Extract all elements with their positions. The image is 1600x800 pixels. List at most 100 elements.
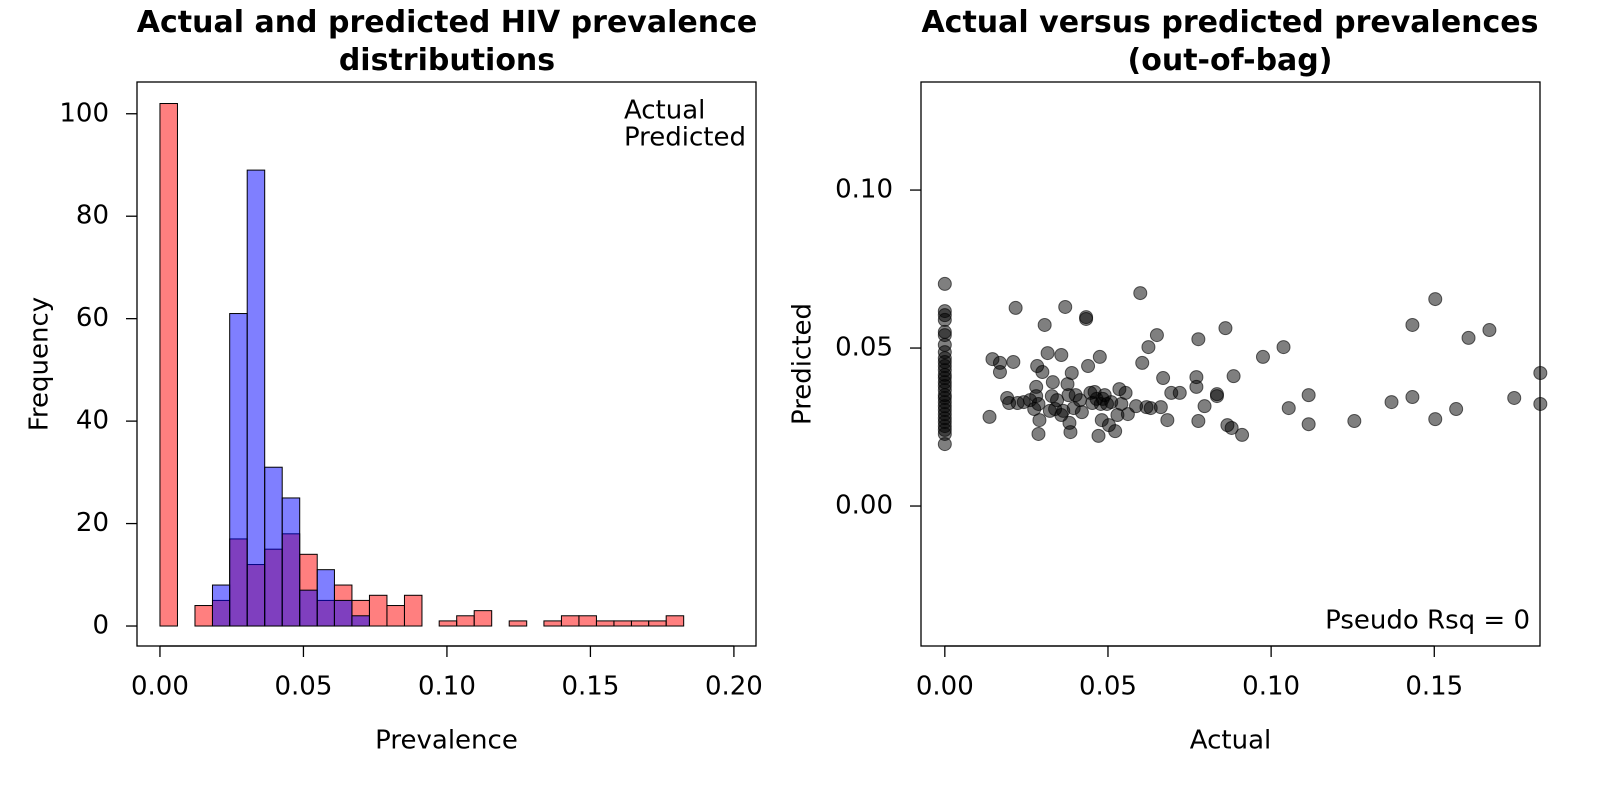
histogram-bar	[333, 599, 353, 627]
histogram-bar	[194, 605, 213, 627]
histogram-bar	[665, 615, 685, 627]
scatter-point	[1054, 347, 1069, 362]
scatter-point	[1035, 365, 1050, 380]
x-tick-label: 0.20	[705, 672, 763, 702]
y-tick-label: 60	[76, 303, 109, 333]
histogram-bar	[613, 620, 632, 627]
scatter-point	[1074, 405, 1089, 420]
x-axis-label: Actual	[1190, 726, 1271, 756]
scatter-point	[1449, 402, 1464, 417]
histogram-bar	[438, 620, 458, 627]
scatter-point	[1235, 427, 1250, 442]
histogram-bar	[299, 589, 318, 627]
scatter-point	[1149, 328, 1164, 343]
scatter-point	[1153, 400, 1168, 415]
x-tick-label: 0.10	[1242, 672, 1300, 702]
scatter-point	[1031, 396, 1046, 411]
scatter-point	[982, 409, 997, 424]
legend-entry: Predicted	[624, 123, 746, 153]
scatter-point	[1040, 346, 1055, 361]
y-tick-label: 20	[76, 508, 109, 538]
legend-entry: Actual	[624, 96, 705, 126]
scatter-point	[1226, 369, 1241, 384]
scatter-point	[1301, 388, 1316, 403]
histogram-bar	[368, 594, 388, 627]
x-tick-label: 0.00	[916, 672, 974, 702]
histogram-bar	[578, 615, 597, 627]
x-tick-label: 0.05	[1079, 672, 1137, 702]
scatter-point	[1063, 425, 1078, 440]
histogram-bar	[508, 620, 528, 627]
scatter-point	[1135, 355, 1150, 370]
histogram-bar	[211, 584, 231, 627]
histogram-bar	[159, 103, 178, 627]
scatter-point	[1189, 370, 1204, 385]
scatter-point	[992, 365, 1007, 380]
scatter-point	[937, 312, 952, 327]
histogram-bar	[403, 594, 423, 627]
x-tick-label: 0.05	[274, 672, 332, 702]
scatter-point	[1081, 359, 1096, 374]
scatter-point	[1405, 317, 1420, 332]
scatter-point	[1058, 299, 1073, 314]
scatter-point	[1064, 366, 1079, 381]
chart-title: Actual and predicted HIV prevalence dist…	[136, 5, 758, 78]
scatter-point	[1006, 354, 1021, 369]
x-tick-label: 0.15	[1405, 672, 1463, 702]
histogram-bar	[316, 569, 335, 627]
y-axis-label: Predicted	[788, 303, 818, 425]
y-tick-label: 80	[76, 201, 109, 231]
y-tick-label: 0.00	[835, 491, 893, 521]
scatter-point	[1160, 413, 1175, 428]
histogram-bar	[246, 169, 266, 627]
scatter-point	[1224, 420, 1239, 435]
histogram-bar	[386, 605, 405, 627]
scatter-point	[1108, 424, 1123, 439]
scatter-point	[1091, 428, 1106, 443]
scatter-point	[1507, 390, 1522, 405]
histogram-bar	[473, 610, 493, 627]
y-tick-label: 0.05	[835, 333, 893, 363]
scatter-point	[1197, 399, 1212, 414]
scatter-point	[1156, 371, 1171, 386]
x-tick-label: 0.10	[418, 672, 476, 702]
x-tick-label: 0.00	[131, 672, 189, 702]
scatter-point	[1301, 417, 1316, 432]
scatter-point	[1347, 414, 1362, 429]
scatter-point	[1405, 390, 1420, 405]
histogram-bar	[229, 313, 248, 627]
histogram-bar	[648, 620, 667, 627]
chart-title: Actual versus predicted prevalences (out…	[921, 5, 1539, 78]
scatter-point	[1133, 286, 1148, 301]
y-tick-label: 40	[76, 406, 109, 436]
scatter-point	[1191, 414, 1206, 429]
scatter-point	[1092, 349, 1107, 364]
scatter-point	[1172, 385, 1187, 400]
scatter-point	[1218, 321, 1233, 336]
scatter-point	[1281, 401, 1296, 416]
scatter-point	[937, 276, 952, 291]
scatter-point	[1461, 330, 1476, 345]
histogram-bar	[543, 620, 562, 627]
histogram-bar	[560, 615, 580, 627]
scatter-point	[1008, 300, 1023, 315]
scatter-point	[1482, 323, 1497, 338]
histogram-bar	[351, 615, 370, 627]
histogram-bar	[595, 620, 615, 627]
scatter-point	[1255, 349, 1270, 364]
y-tick-label: 100	[59, 98, 109, 128]
scatter-point	[1209, 389, 1224, 404]
histogram-bar	[264, 466, 283, 627]
scatter-point	[1428, 292, 1443, 307]
scatter-point	[1191, 332, 1206, 347]
x-tick-label: 0.15	[561, 672, 619, 702]
annotation: Pseudo Rsq = 0	[1325, 606, 1530, 636]
scatter-point	[1031, 426, 1046, 441]
y-tick-label: 0.10	[835, 175, 893, 205]
scatter-point	[1276, 340, 1291, 355]
scatter-point	[1428, 412, 1443, 427]
scatter-point	[1050, 393, 1065, 408]
y-tick-label: 0	[92, 611, 109, 641]
